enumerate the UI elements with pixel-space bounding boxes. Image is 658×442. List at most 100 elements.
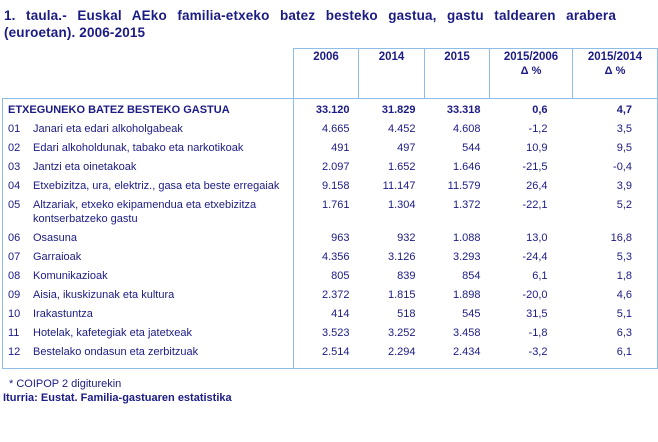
cell-2015: 1.372 bbox=[452, 199, 481, 211]
cell-delta-2015-2014: 9,5 bbox=[572, 139, 658, 158]
table-row: 02 Edari alkoholdunak, tabako eta narkoti… bbox=[2, 139, 658, 158]
cell-2014: 3.126 bbox=[387, 251, 416, 263]
table-row: 09 Aisia, ikuskizunak eta kultura 2.372 1… bbox=[2, 286, 658, 305]
column-header-delta-2015-2006: 2015/2006 Δ % bbox=[489, 48, 573, 99]
cell-2015: 3.293 bbox=[452, 251, 481, 263]
cell-2015: 1.088 bbox=[452, 232, 481, 244]
table-row: 12 Bestelako ondasun eta zerbitzuak 2.514… bbox=[2, 343, 658, 369]
cell-2006: 491 bbox=[331, 142, 350, 154]
cell-delta-2015-2014: 6,3 bbox=[572, 324, 658, 343]
table-row: 11 Hotelak, kafetegiak eta jatetxeak 3.52… bbox=[2, 324, 658, 343]
table-row: 08 Komunikazioak 805 839 854 6,1 1,8 bbox=[2, 267, 658, 286]
cell-2014: 2.294 bbox=[358, 343, 425, 369]
cell-2006: 1.761 bbox=[321, 199, 350, 211]
column-header-2015: 2015 bbox=[424, 48, 490, 99]
cell-delta-2015-2006: -3,2 bbox=[489, 343, 573, 369]
row-label-cell: 06 Osasuna bbox=[2, 229, 294, 248]
cell-2014: 31.829 bbox=[358, 98, 425, 120]
row-label-cell: 04 Etxebizitza, ura, elektriz., gasa eta … bbox=[2, 177, 294, 196]
table-row: 05 Altzariak, etxeko ekipamendua eta etxe… bbox=[2, 196, 658, 229]
row-label: Bestelako ondasun eta zerbitzuak bbox=[33, 346, 199, 358]
page: 1. taula.- Euskal AEko familia-etxeko ba… bbox=[0, 8, 658, 442]
cell-delta-2015-2014: 4,7 bbox=[572, 98, 658, 120]
cell-delta-2015-2014: 5,1 bbox=[572, 305, 658, 324]
cell-2014: 1.652 bbox=[387, 161, 416, 173]
cell-2006: 33.120 bbox=[293, 98, 359, 120]
row-label: Komunikazioak bbox=[33, 270, 108, 282]
table-row: 03 Jantzi eta oinetakoak 2.097 1.652 1.64… bbox=[2, 158, 658, 177]
table-row: 01 Janari eta edari alkoholgabeak 4.665 4… bbox=[2, 120, 658, 139]
cell-2015: 2.434 bbox=[424, 343, 490, 369]
delta-period-label: 2015/2006 bbox=[503, 51, 559, 63]
cell-2014: 839 bbox=[397, 270, 416, 282]
cell-delta-2015-2014: 1,8 bbox=[572, 267, 658, 286]
row-number: 10 bbox=[8, 308, 21, 320]
column-header-2006: 2006 bbox=[293, 48, 359, 99]
cell-delta-2015-2006: 13,0 bbox=[526, 232, 548, 244]
cell-delta-2015-2014: 5,2 bbox=[572, 196, 658, 229]
row-label: Janari eta edari alkoholgabeak bbox=[33, 123, 183, 135]
cell-2014: 518 bbox=[397, 308, 416, 320]
row-number: 09 bbox=[8, 289, 21, 301]
cell-2015: 544 bbox=[462, 142, 481, 154]
cell-2014: 1.304 bbox=[387, 199, 416, 211]
row-number: 07 bbox=[8, 251, 21, 263]
table-row: 06 Osasuna 963 932 1.088 13,0 16,8 bbox=[2, 229, 658, 248]
row-number: 11 bbox=[8, 327, 20, 339]
row-label: Garraioak bbox=[33, 251, 82, 263]
cell-2014: 497 bbox=[397, 142, 416, 154]
cell-2006: 414 bbox=[331, 308, 350, 320]
row-number: 01 bbox=[8, 123, 21, 135]
row-number: 12 bbox=[8, 346, 21, 358]
cell-delta-2015-2014: 5,3 bbox=[572, 248, 658, 267]
cell-2006: 2.372 bbox=[321, 289, 350, 301]
row-label: Jantzi eta oinetakoak bbox=[33, 161, 137, 173]
cell-2006: 963 bbox=[331, 232, 350, 244]
row-number: 03 bbox=[8, 161, 21, 173]
cell-2006: 4.665 bbox=[321, 123, 350, 135]
table-title: 1. taula.- Euskal AEko familia-etxeko ba… bbox=[4, 8, 616, 40]
row-label: Irakastuntza bbox=[33, 308, 93, 320]
row-label: Hotelak, kafetegiak eta jatetxeak bbox=[33, 327, 192, 339]
delta-period-label: 2015/2014 bbox=[587, 51, 643, 63]
cell-delta-2015-2014: -0,4 bbox=[572, 158, 658, 177]
row-number: 02 bbox=[8, 142, 21, 154]
footnote: * COIPOP 2 digiturekin bbox=[9, 378, 122, 390]
cell-2015: 1.898 bbox=[452, 289, 481, 301]
row-label-cell: 11 Hotelak, kafetegiak eta jatetxeak bbox=[2, 324, 294, 343]
row-number: 04 bbox=[8, 180, 21, 192]
row-label-cell: 10 Irakastuntza bbox=[2, 305, 294, 324]
cell-delta-2015-2006: 26,4 bbox=[526, 180, 548, 192]
cell-2006: 805 bbox=[331, 270, 350, 282]
cell-2006: 3.523 bbox=[321, 327, 350, 339]
cell-2006: 9.158 bbox=[321, 180, 350, 192]
cell-delta-2015-2006: 31,5 bbox=[526, 308, 548, 320]
cell-2014: 3.252 bbox=[387, 327, 416, 339]
cell-delta-2015-2014: 3,5 bbox=[572, 120, 658, 139]
table-row: 07 Garraioak 4.356 3.126 3.293 -24,4 5,3 bbox=[2, 248, 658, 267]
row-label: Etxebizitza, ura, elektriz., gasa eta be… bbox=[33, 180, 280, 192]
cell-delta-2015-2006: -24,4 bbox=[522, 251, 548, 263]
row-label-cell: 09 Aisia, ikuskizunak eta kultura bbox=[2, 286, 294, 305]
table-row: 10 Irakastuntza 414 518 545 31,5 5,1 bbox=[2, 305, 658, 324]
cell-2015: 11.579 bbox=[447, 180, 481, 192]
row-label: Altzariak, etxeko ekipamendua eta etxebi… bbox=[33, 199, 257, 225]
cell-2006: 2.097 bbox=[321, 161, 350, 173]
cell-delta-2015-2006: -20,0 bbox=[522, 289, 548, 301]
row-number: 05 bbox=[8, 199, 21, 211]
cell-2014: 11.147 bbox=[382, 180, 416, 192]
data-table: 2006 2014 2015 2015/2006 Δ % 2015/2014 Δ… bbox=[2, 48, 658, 369]
row-label: Aisia, ikuskizunak eta kultura bbox=[33, 289, 175, 301]
cell-2014: 4.452 bbox=[387, 123, 416, 135]
cell-delta-2015-2014: 3,9 bbox=[572, 177, 658, 196]
column-header-2014: 2014 bbox=[358, 48, 425, 99]
header-row: 2006 2014 2015 2015/2006 Δ % 2015/2014 Δ… bbox=[3, 48, 658, 99]
cell-2006: 4.356 bbox=[321, 251, 350, 263]
cell-2015: 4.608 bbox=[452, 123, 481, 135]
header-blank-cell bbox=[3, 49, 294, 99]
row-label: Osasuna bbox=[33, 232, 78, 244]
row-label-cell: 12 Bestelako ondasun eta zerbitzuak bbox=[2, 343, 294, 369]
row-label-cell: 08 Komunikazioak bbox=[2, 267, 294, 286]
table-row: 04 Etxebizitza, ura, elektriz., gasa eta … bbox=[2, 177, 658, 196]
row-label-cell: 02 Edari alkoholdunak, tabako eta narkoti… bbox=[2, 139, 294, 158]
